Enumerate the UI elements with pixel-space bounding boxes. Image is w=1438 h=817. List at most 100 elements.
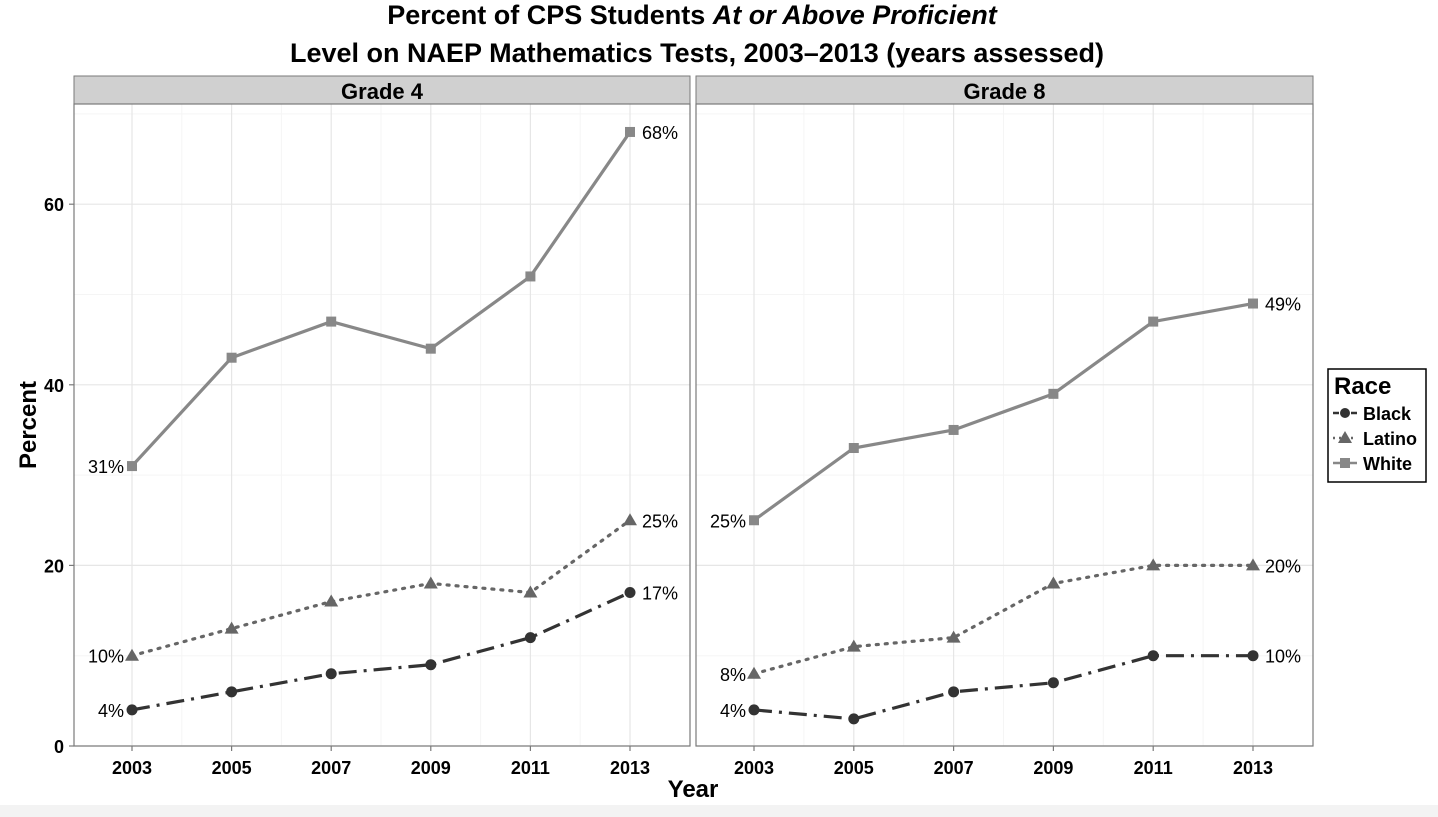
- plot-area-grade-4: [74, 104, 690, 746]
- legend-key-marker-black: [1340, 408, 1350, 418]
- point-latino: [747, 666, 761, 679]
- series-grade-8-black: 4% 10%: [720, 647, 1301, 725]
- data-label-start-white: 25%: [710, 511, 746, 531]
- legend-entry-black: Black: [1333, 404, 1412, 424]
- point-black: [1247, 650, 1259, 662]
- chart-title-line-1-b: At or Above Proficient: [712, 0, 998, 30]
- x-tick-label: 2011: [511, 758, 550, 778]
- data-label-start-black: 4%: [98, 701, 124, 721]
- series-grade-8-latino: 8% 20%: [720, 556, 1301, 684]
- panel-grade-4: Grade 4 4% 17% 10% 25% 31% 68% 2003 2005 2007 2009…: [73, 75, 691, 778]
- point-white: [749, 515, 759, 526]
- data-label-start-latino: 10%: [88, 647, 124, 667]
- point-latino: [946, 630, 961, 643]
- chart-title-line-1: Percent of CPS Students At or Above Prof…: [387, 0, 998, 30]
- x-tick-label: 2005: [834, 758, 874, 778]
- x-tick-label: 2011: [1134, 758, 1173, 778]
- point-white: [848, 443, 859, 454]
- point-white: [1248, 298, 1258, 309]
- point-black: [624, 586, 636, 598]
- x-tick-label: 2009: [1033, 758, 1073, 778]
- x-tick-label: 2003: [734, 758, 774, 778]
- data-label-start-black: 4%: [720, 701, 746, 721]
- point-latino: [846, 639, 861, 652]
- legend-label-white: White: [1363, 454, 1412, 474]
- y-tick-label: 40: [44, 376, 64, 396]
- y-tick-label: 60: [44, 195, 64, 215]
- series-line-white: [753, 301, 1254, 522]
- x-tick-label: 2003: [112, 758, 152, 778]
- facet-strip-label-grade-8: Grade 8: [964, 79, 1046, 104]
- point-white: [425, 343, 436, 354]
- point-black: [226, 686, 238, 698]
- panel-border-grade-4: [73, 103, 691, 747]
- x-axis-title: Year: [668, 776, 719, 803]
- series-grade-4-latino: 10% 25%: [88, 511, 678, 666]
- point-latino: [1046, 576, 1061, 589]
- series-grade-4-white: 31% 68%: [88, 123, 678, 477]
- point-latino: [423, 576, 438, 589]
- data-label-start-white: 31%: [88, 457, 124, 477]
- point-white: [1048, 388, 1059, 399]
- x-tick-label: 2013: [1233, 758, 1273, 778]
- y-tick-label: 20: [44, 556, 64, 576]
- legend-label-black: Black: [1363, 404, 1412, 424]
- point-white: [1148, 316, 1159, 327]
- point-black: [126, 704, 138, 716]
- data-label-end-white: 49%: [1265, 295, 1301, 315]
- point-black: [524, 632, 536, 644]
- legend-entry-white: White: [1333, 454, 1412, 474]
- point-black: [748, 704, 760, 716]
- series-line-white: [130, 131, 632, 468]
- legend-label-latino: Latino: [1363, 429, 1417, 449]
- series-grade-4-black: 4% 17%: [98, 583, 678, 720]
- legend-key-marker-white: [1340, 458, 1350, 468]
- point-latino: [623, 513, 637, 526]
- x-tick-label: 2009: [411, 758, 451, 778]
- x-tick-label: 2007: [934, 758, 974, 778]
- point-black: [848, 713, 860, 725]
- y-axis-title: Percent: [15, 381, 42, 469]
- chart-title-line-1-a: Percent of CPS Students: [387, 0, 713, 30]
- x-tick-label: 2013: [610, 758, 650, 778]
- data-label-end-latino: 20%: [1265, 556, 1301, 576]
- data-label-start-latino: 8%: [720, 665, 746, 685]
- data-label-end-white: 68%: [642, 123, 678, 143]
- point-black: [948, 686, 960, 698]
- point-black: [1147, 650, 1159, 662]
- point-white: [625, 126, 635, 137]
- point-latino: [125, 648, 139, 661]
- series-line-black: [131, 591, 631, 712]
- point-white: [127, 461, 137, 472]
- point-black: [325, 668, 337, 680]
- point-white: [948, 424, 959, 435]
- point-latino: [1146, 558, 1161, 571]
- facet-strip-label-grade-4: Grade 4: [341, 79, 424, 104]
- plot-area-grade-8: [696, 104, 1313, 746]
- series-grade-8-white: 25% 49%: [710, 295, 1301, 532]
- data-label-end-latino: 25%: [642, 511, 678, 531]
- series-line-latino: [752, 563, 1255, 676]
- chart-title-line-2: Level on NAEP Mathematics Tests, 2003–20…: [290, 38, 1104, 68]
- data-label-end-black: 17%: [642, 583, 678, 603]
- x-tick-label: 2007: [311, 758, 351, 778]
- legend-key-marker-latino: [1338, 431, 1352, 443]
- point-latino: [224, 621, 239, 634]
- series-line-black: [753, 654, 1253, 721]
- panel-grade-8: Grade 8 4% 10% 8% 20% 25% 49% 2003 2005 2007 2009 2…: [695, 75, 1314, 778]
- point-white: [326, 316, 337, 327]
- legend-entry-latino: Latino: [1333, 429, 1417, 449]
- facet-strip-grade-4: [73, 75, 691, 105]
- point-white: [525, 271, 536, 282]
- panel-border-grade-8: [695, 103, 1314, 747]
- page-bottom-edge: [0, 805, 1438, 817]
- point-latino: [1246, 558, 1260, 571]
- point-white: [226, 352, 237, 363]
- point-black: [425, 659, 437, 671]
- point-latino: [324, 594, 339, 607]
- y-tick-label: 0: [54, 737, 64, 757]
- point-latino: [523, 585, 538, 598]
- data-label-end-black: 10%: [1265, 647, 1301, 667]
- legend-title: Race: [1334, 373, 1391, 400]
